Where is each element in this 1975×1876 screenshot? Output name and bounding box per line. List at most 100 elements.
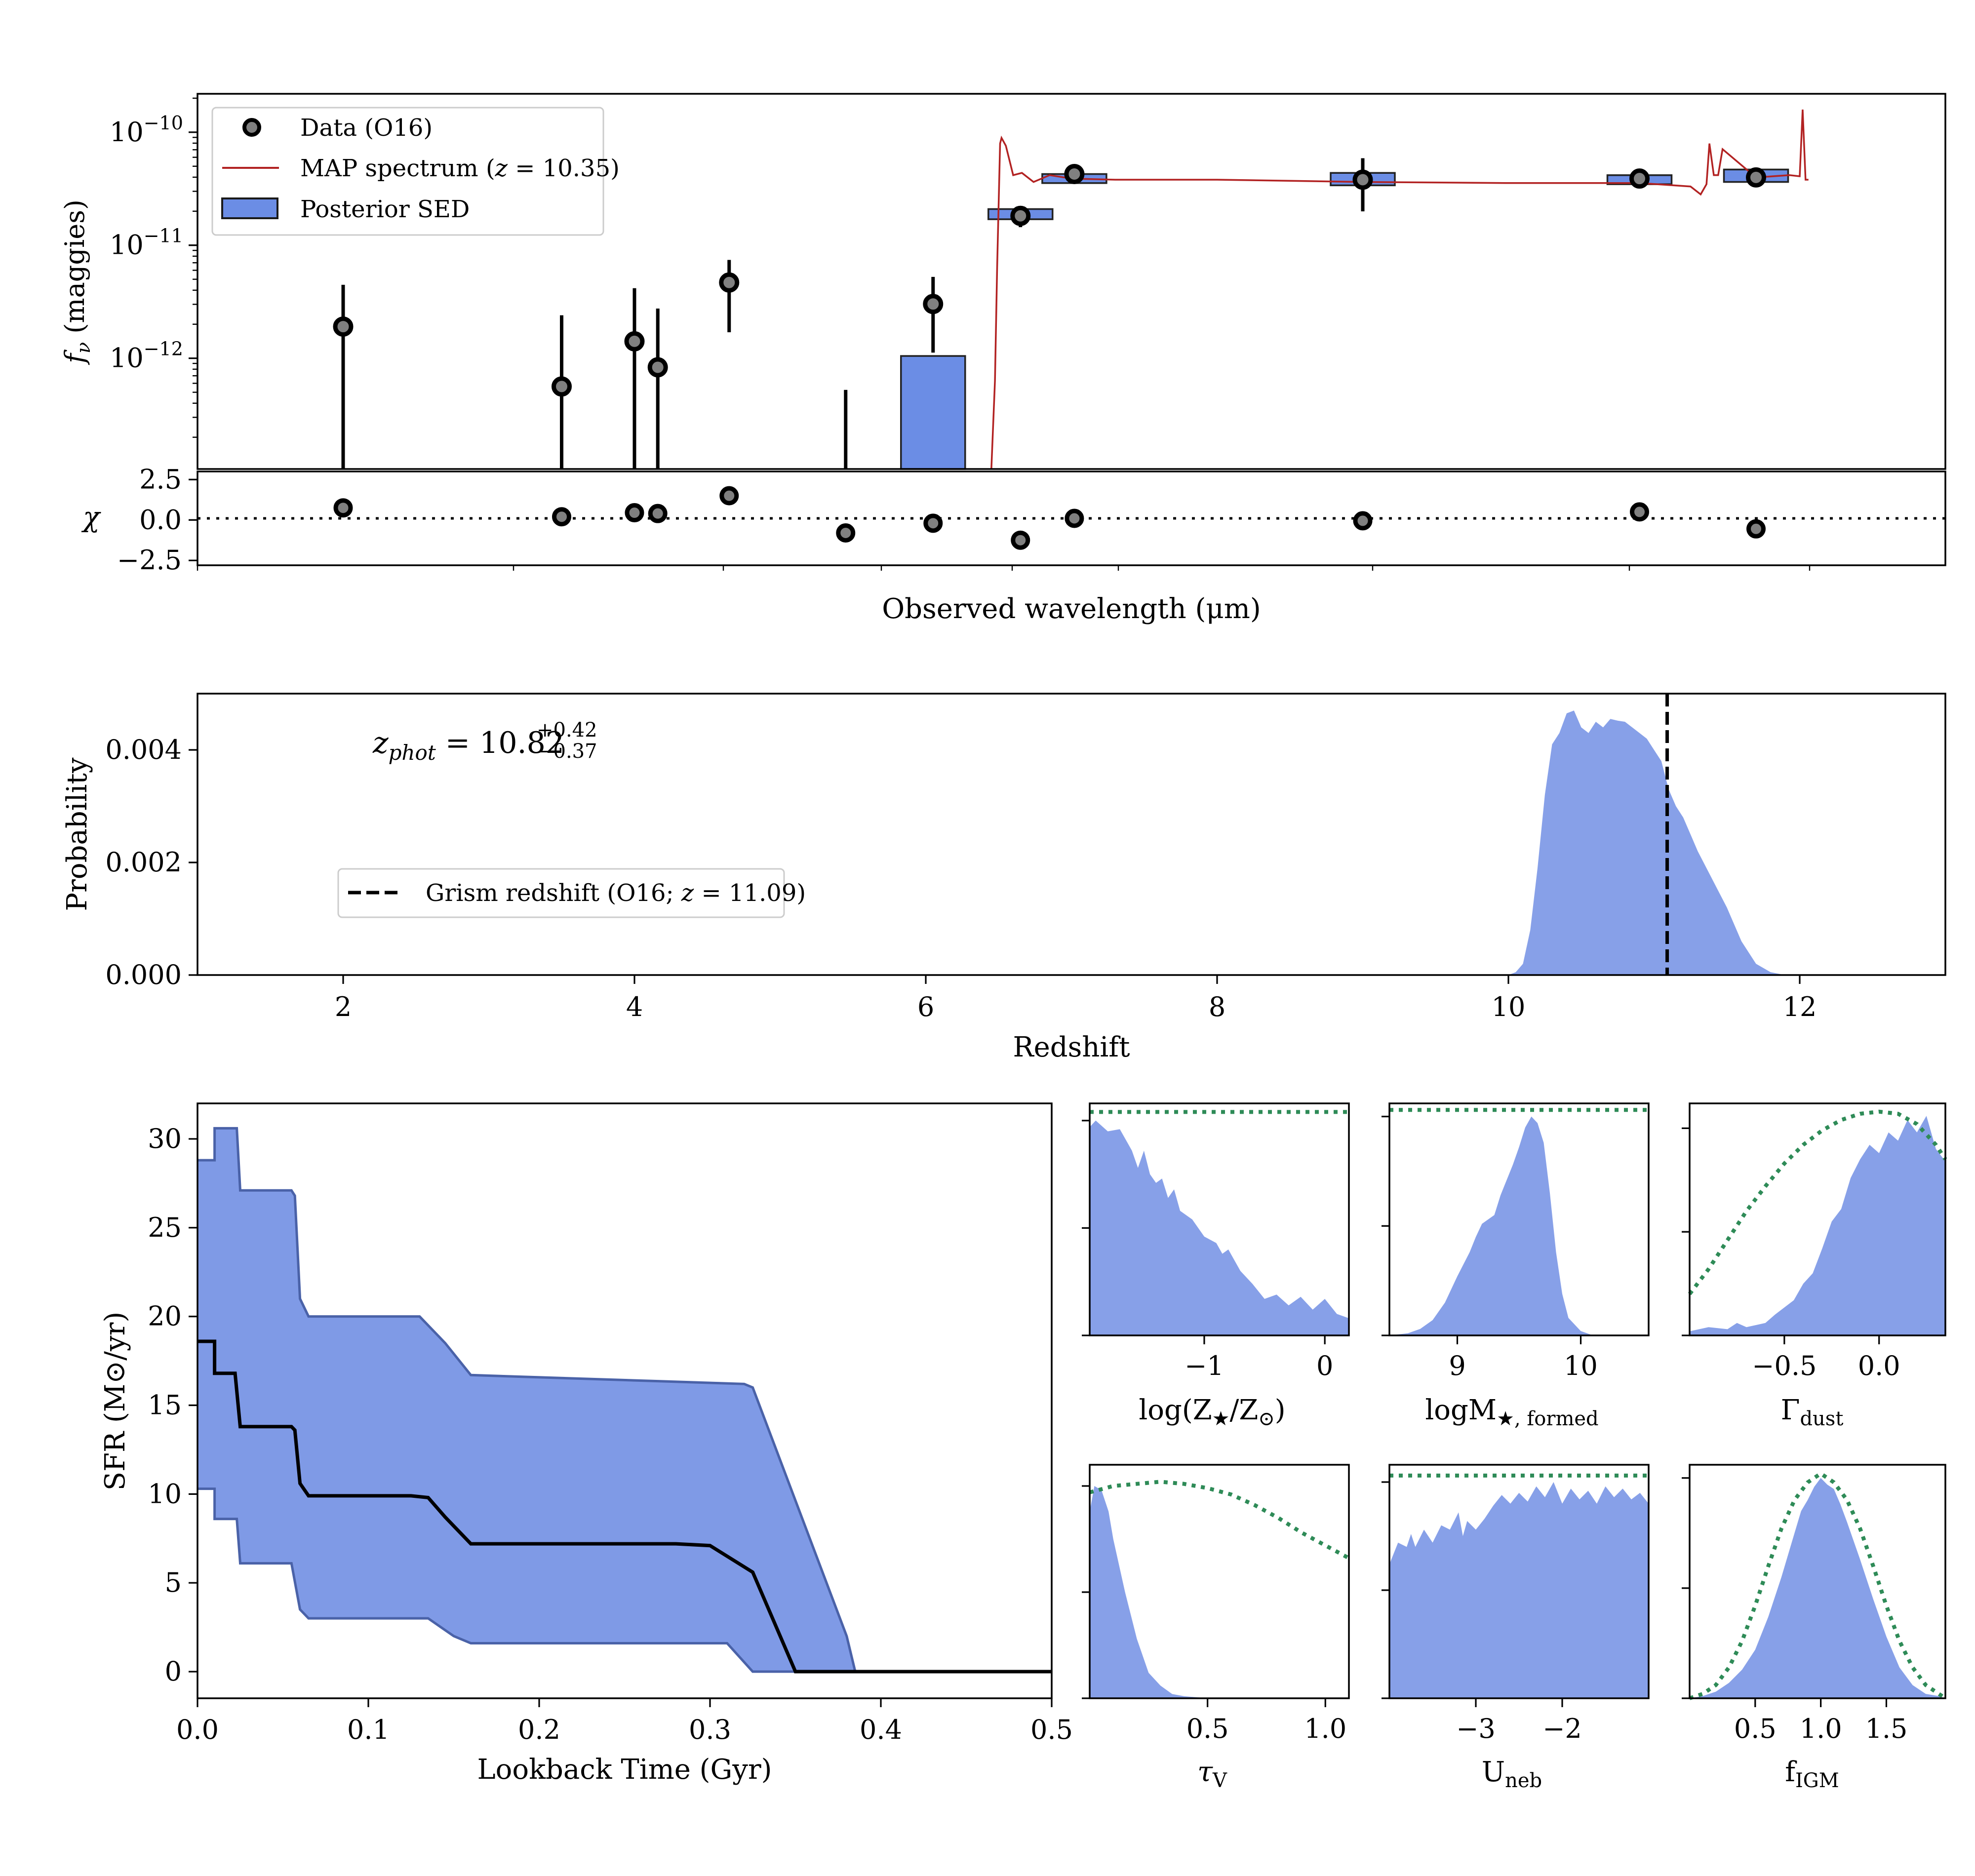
sed-panel: 10−10 10−11 10−12 fν (maggies) Data (O16) … [59, 93, 1946, 470]
logM-posterior [1389, 1116, 1606, 1335]
legend-data-label: Data (O16) [300, 114, 433, 142]
sfh-ylabel: SFR (M⊙/yr) [99, 1312, 131, 1490]
panel-logZ-label: log(Z★/Z⊙) [1139, 1394, 1285, 1430]
sfh-band [198, 1128, 1052, 1672]
gamma-xtick-label-1: 0.0 [1858, 1350, 1900, 1381]
chi-point-1 [552, 507, 571, 527]
sed-bar-0 [900, 355, 966, 470]
chi-point-10 [1630, 502, 1649, 522]
sfh-ytick-label-2: 10 [148, 1478, 182, 1509]
chi-points [333, 486, 1766, 550]
panel-gamma-label: Γdust [1781, 1394, 1844, 1430]
redshift-legend-box [337, 868, 785, 918]
sed-point-0 [333, 316, 354, 337]
chi-point-5 [836, 523, 856, 543]
sfh-xtick-label-3: 0.3 [689, 1714, 731, 1745]
sed-xlabel: Observed wavelength (μm) [882, 593, 1261, 625]
panel-logM-label: logM★, formed [1425, 1394, 1598, 1430]
Uneb-posterior [1389, 1482, 1649, 1698]
redshift-xtick-label-1: 4 [626, 991, 643, 1022]
sfh-ytick-label-4: 20 [148, 1301, 182, 1332]
sed-point-10 [1629, 168, 1650, 189]
sfh-ytick-label-1: 5 [165, 1567, 182, 1598]
tauV-xtick-label-0: 0.5 [1186, 1713, 1229, 1744]
panel-logM: 9 10 [1382, 1102, 1650, 1381]
redshift-xtick-label-0: 2 [335, 991, 352, 1022]
sed-ytick-label-0: 10−10 [110, 112, 183, 148]
chi-point-6 [923, 513, 943, 533]
redshift-xtick-label-5: 12 [1783, 991, 1817, 1022]
sed-point-2 [624, 331, 645, 352]
fIGM-frame [1689, 1464, 1946, 1699]
zphot-annotation: zphot = 10.82 +0.42 −0.37 [372, 719, 597, 765]
sed-point-7 [1010, 205, 1031, 226]
fIGM-posterior [1690, 1478, 1945, 1698]
chi-point-3 [648, 504, 668, 523]
chi-point-8 [1065, 508, 1084, 528]
panel-tauV-label: τV [1197, 1756, 1227, 1792]
sfh-xtick-label-2: 0.2 [518, 1714, 560, 1745]
map-spectrum-line [990, 109, 1809, 469]
logZ-posterior [1090, 1120, 1349, 1335]
sed-point-11 [1746, 167, 1766, 188]
chi-point-9 [1353, 511, 1373, 531]
zphot-sup: +0.42 [537, 719, 597, 742]
panel-fIGM-label: fIGM [1785, 1756, 1839, 1792]
sed-ylabel: fν (maggies) [59, 199, 94, 365]
svg-text:fν (maggies): fν (maggies) [59, 199, 94, 365]
redshift-xlabel: Redshift [1013, 1031, 1130, 1063]
sfh-ytick-label-3: 15 [148, 1389, 182, 1420]
Uneb-xtick-label-0: −3 [1456, 1713, 1496, 1744]
redshift-panel: 2 4 6 8 10 12 0.000 0.002 0.004 Redshift Probabi… [61, 693, 1946, 1063]
sfh-ytick-label-6: 30 [148, 1123, 182, 1154]
sfh-upper-edge [198, 1127, 1052, 1673]
sed-point-1 [552, 376, 572, 397]
zphot-sub: −0.37 [537, 740, 597, 763]
redshift-frame [197, 693, 1946, 976]
gamma-frame [1689, 1102, 1946, 1336]
chi-point-7 [1011, 530, 1030, 550]
tauV-posterior [1090, 1486, 1349, 1698]
redshift-ytick-label-0: 0.000 [105, 959, 182, 990]
sfh-xtick-label-4: 0.4 [860, 1714, 902, 1745]
fIGM-xtick-label-1: 1.0 [1800, 1713, 1842, 1744]
redshift-area [1508, 710, 1785, 975]
sed-yticks: 10−10 10−11 10−12 [110, 97, 198, 438]
sfh-ytick-label-0: 0 [165, 1656, 182, 1687]
logZ-xtick-label-0: −1 [1185, 1350, 1224, 1381]
sfh-panel: 0.0 0.1 0.2 0.3 0.4 0.5 0 5 10 15 20 25 30 Lookback … [99, 1102, 1073, 1786]
sed-point-6 [923, 294, 944, 314]
redshift-ticks: 2 4 6 8 10 12 0.000 0.002 0.004 [105, 734, 1817, 1022]
legend-map-label: MAP spectrum (z = 10.35) [300, 155, 620, 182]
chi-ytick-label-0: 2.5 [139, 464, 182, 495]
gamma-prior [1688, 1109, 1947, 1295]
gamma-xtick-label-0: −0.5 [1752, 1350, 1817, 1381]
logM-xtick-label-1: 10 [1564, 1350, 1598, 1381]
sfh-xlabel: Lookback Time (Gyr) [477, 1754, 772, 1786]
chi-ylabel: χ [81, 502, 101, 534]
redshift-ytick-label-2: 0.004 [105, 734, 182, 765]
logM-frame [1388, 1102, 1650, 1336]
redshift-legend: Grism redshift (O16; z = 11.09) [337, 868, 806, 918]
sfh-ticks: 0.0 0.1 0.2 0.3 0.4 0.5 0 5 10 15 20 25 30 [148, 1123, 1073, 1745]
logZ-xtick-label-1: 0 [1316, 1350, 1333, 1381]
tauV-prior [1089, 1480, 1350, 1560]
chi-panel: 2.5 0.0 −2.5 χ Observed wavelength (μm) [81, 464, 1946, 625]
Uneb-xtick-label-1: −2 [1542, 1713, 1582, 1744]
fIGM-xtick-label-2: 1.5 [1865, 1713, 1908, 1744]
panel-Uneb-label: Uneb [1482, 1756, 1542, 1792]
sfh-xtick-label-5: 0.5 [1030, 1714, 1073, 1745]
redshift-xtick-label-4: 10 [1492, 991, 1526, 1022]
sed-data-points [333, 164, 1766, 397]
chi-point-2 [625, 503, 644, 523]
sed-ytick-label-1: 10−11 [110, 225, 183, 261]
sed-point-4 [719, 272, 740, 293]
sed-point-9 [1352, 169, 1373, 190]
chi-ytick-label-2: −2.5 [117, 545, 182, 576]
sfh-xtick-label-1: 0.1 [347, 1714, 390, 1745]
redshift-ytick-label-1: 0.002 [105, 847, 182, 878]
redshift-posterior [1508, 710, 1785, 975]
redshift-xtick-label-3: 8 [1209, 991, 1225, 1022]
sfh-ytick-label-5: 25 [148, 1212, 182, 1243]
panel-logZ: −1 0 [1082, 1102, 1350, 1381]
